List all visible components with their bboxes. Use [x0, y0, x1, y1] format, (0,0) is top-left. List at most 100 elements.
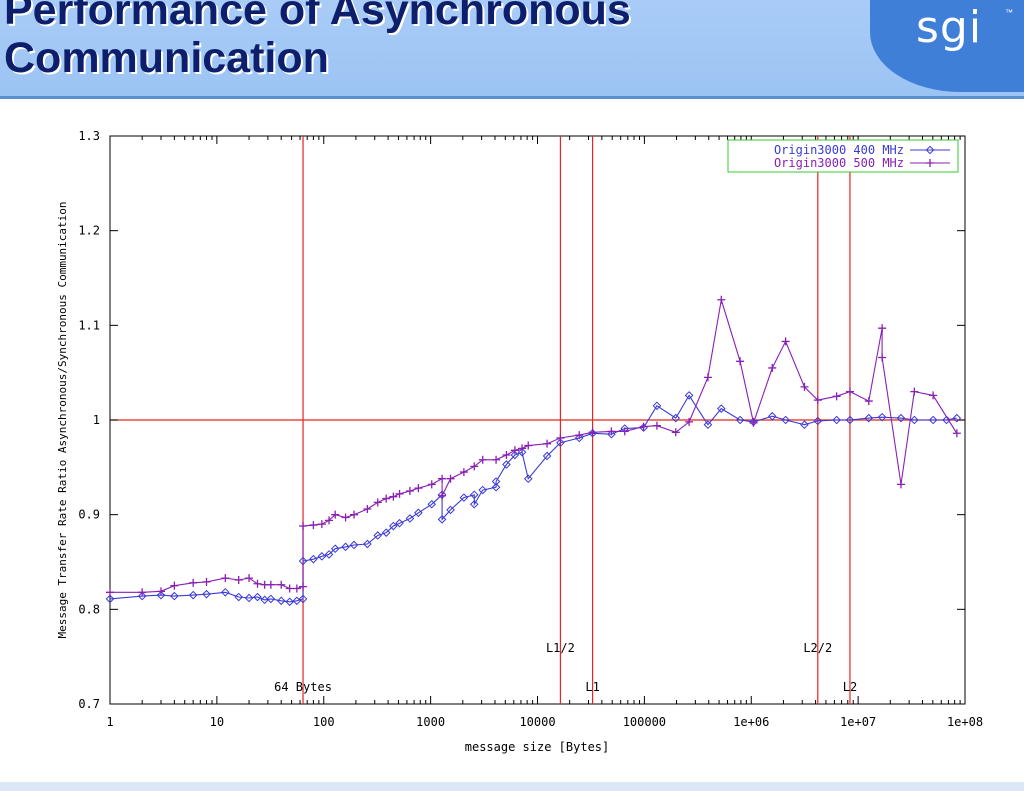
data-point-marker	[299, 582, 308, 591]
data-point-marker	[299, 522, 308, 531]
data-point-marker	[492, 455, 501, 464]
slide-title-line-2: Communication	[4, 34, 329, 82]
data-point-marker	[438, 474, 447, 483]
data-point-marker	[652, 421, 661, 430]
reference-line-label: L2	[843, 680, 857, 694]
series-line	[109, 394, 957, 603]
data-point-marker	[446, 474, 455, 483]
data-point-marker	[202, 589, 211, 599]
data-point-marker	[363, 539, 372, 549]
data-point-marker	[363, 504, 372, 513]
data-point-marker	[156, 590, 166, 600]
series-layer	[105, 295, 962, 607]
data-point-marker	[813, 416, 823, 426]
data-point-marker	[349, 540, 359, 550]
data-point-marker	[685, 417, 694, 426]
data-point-marker	[926, 159, 934, 167]
data-point-marker	[896, 413, 906, 423]
data-point-marker	[156, 587, 165, 596]
data-point-marker	[234, 575, 243, 584]
data-point-marker	[556, 438, 565, 448]
data-point-marker	[717, 295, 726, 304]
slide-title-line-1: Performance of Asynchronous	[4, 0, 631, 34]
data-point-marker	[556, 433, 565, 442]
data-point-marker	[341, 542, 350, 552]
data-point-marker	[574, 433, 584, 443]
data-point-marker	[405, 487, 414, 495]
x-tick-label: 1e+07	[840, 715, 876, 729]
data-point-marker	[588, 428, 597, 437]
legend-box	[727, 139, 959, 173]
data-point-marker	[502, 451, 511, 460]
y-tick-label: 0.9	[78, 508, 100, 522]
x-axis-label: message size [Bytes]	[465, 740, 610, 754]
data-point-marker	[202, 577, 211, 586]
data-point-marker	[317, 552, 327, 561]
data-point-marker	[138, 588, 147, 597]
data-point-marker	[929, 391, 938, 400]
data-point-marker	[716, 404, 726, 413]
logo-trademark: ™	[1005, 8, 1013, 17]
x-tick-label: 100	[313, 715, 335, 729]
footer-band	[0, 782, 1024, 791]
x-tick-label: 1	[106, 715, 113, 729]
legend-label: Origin3000 400 MHz	[774, 143, 904, 157]
data-point-marker	[652, 401, 662, 411]
data-point-marker	[105, 594, 115, 604]
data-point-marker	[341, 513, 350, 522]
data-point-marker	[524, 441, 533, 450]
reference-line-label: 64 Bytes	[274, 680, 332, 694]
data-point-marker	[437, 515, 447, 524]
x-tick-label: 1e+08	[947, 715, 983, 729]
data-point-marker	[575, 431, 584, 440]
data-point-marker	[517, 447, 527, 457]
data-point-marker	[292, 584, 301, 593]
data-point-marker	[245, 574, 254, 583]
data-point-marker	[298, 594, 308, 604]
data-point-marker	[896, 480, 905, 489]
y-axis-label: Message Transfer Rate Ratio Asynchronous…	[56, 201, 69, 638]
data-point-marker	[607, 427, 616, 436]
data-point-marker	[781, 337, 790, 346]
data-point-marker	[330, 544, 340, 554]
data-point-marker	[781, 415, 790, 425]
data-point-marker	[671, 428, 680, 437]
data-point-marker	[952, 413, 962, 423]
data-point-marker	[942, 415, 951, 425]
x-tick-label: 1e+06	[733, 715, 769, 729]
data-point-marker	[864, 413, 874, 423]
data-point-marker	[703, 420, 713, 430]
data-point-marker	[491, 477, 501, 486]
data-point-marker	[952, 429, 961, 438]
data-point-marker	[137, 591, 147, 601]
data-point-marker	[188, 590, 198, 600]
y-tick-label: 0.7	[78, 697, 100, 711]
data-point-marker	[276, 596, 286, 606]
data-point-marker	[478, 455, 487, 464]
data-point-marker	[266, 580, 275, 589]
data-point-marker	[234, 592, 243, 602]
data-point-marker	[189, 578, 198, 587]
data-point-marker	[350, 510, 359, 519]
data-point-marker	[427, 499, 437, 509]
data-point-marker	[405, 514, 415, 523]
data-point-marker	[510, 450, 520, 460]
slide-header	[0, 0, 1024, 98]
data-point-marker	[878, 353, 887, 362]
data-point-marker	[170, 581, 179, 590]
data-point-marker	[684, 391, 694, 400]
x-tick-label: 1000	[416, 715, 445, 729]
data-point-marker	[736, 357, 745, 366]
data-point-marker	[395, 518, 404, 528]
data-point-marker	[620, 427, 629, 436]
data-point-marker	[106, 588, 114, 597]
data-point-marker	[832, 415, 841, 425]
data-point-marker	[502, 460, 511, 469]
data-point-marker	[800, 382, 809, 391]
slide-title: Performance of Asynchronous Communicatio…	[4, 0, 631, 82]
data-point-marker	[749, 418, 758, 427]
data-point-marker	[221, 574, 230, 583]
data-point-marker	[639, 422, 648, 431]
data-point-marker	[518, 444, 527, 453]
